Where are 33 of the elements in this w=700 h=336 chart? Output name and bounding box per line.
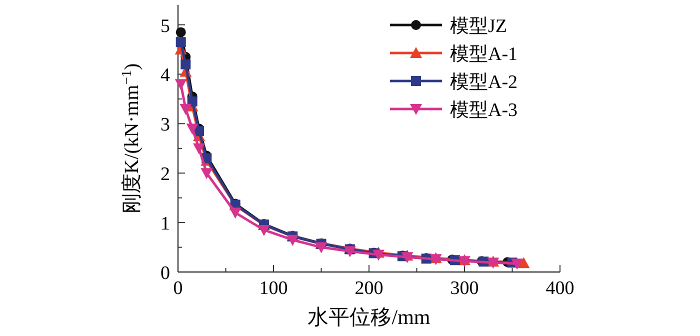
point	[187, 96, 198, 106]
point	[186, 124, 198, 135]
point	[511, 258, 524, 270]
x-axis-title: 水平位移/mm	[308, 305, 430, 329]
y-tick-label: 5	[160, 16, 170, 37]
x-tick-label: 300	[450, 278, 479, 299]
point	[176, 27, 186, 38]
point	[258, 224, 270, 236]
x-tick-label: 200	[354, 278, 384, 299]
point	[372, 250, 385, 261]
y-tick-label: 1	[160, 214, 170, 235]
point	[315, 242, 328, 254]
point	[401, 252, 414, 264]
y-tick-label: 4	[160, 65, 170, 86]
point	[180, 59, 191, 70]
x-tick-label: 100	[259, 278, 288, 299]
point	[200, 168, 213, 180]
point	[180, 104, 192, 115]
x-tick-label: 400	[546, 278, 574, 299]
y-tick-label: 0	[160, 263, 170, 284]
legend-label: 模型A-2	[450, 72, 518, 93]
legend-label: 模型A-1	[450, 44, 518, 65]
y-tick-label: 2	[160, 164, 170, 186]
legend-label: 模型A-3	[450, 100, 518, 121]
point	[229, 208, 242, 219]
point	[174, 79, 187, 90]
y-tick-label: 3	[160, 114, 170, 136]
point	[176, 37, 186, 48]
legend-label: 模型JZ	[450, 16, 507, 37]
point	[193, 143, 206, 154]
point	[344, 246, 356, 258]
point	[286, 234, 299, 246]
point	[518, 257, 530, 268]
